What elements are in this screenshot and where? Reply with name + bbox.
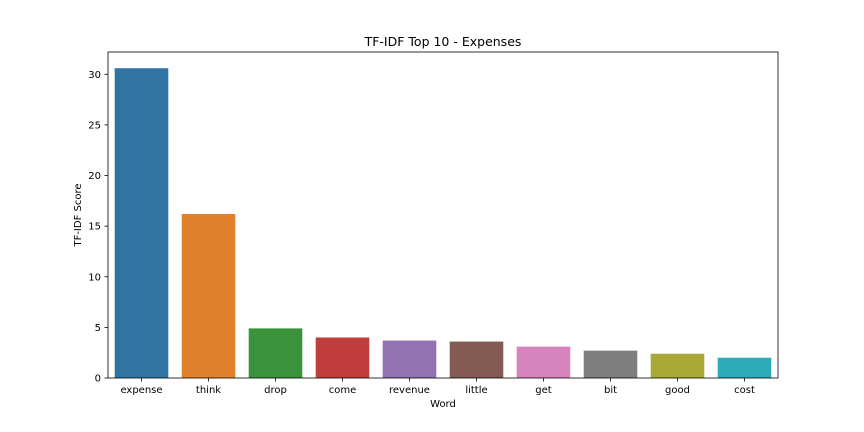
bars-group [114,68,772,378]
x-tick-label: cost [734,385,755,396]
y-axis-ticks: 0 5 10 15 20 25 30 [88,70,108,385]
y-tick-label: 30 [88,70,101,81]
bar-expense [114,68,169,378]
bar-get [516,346,571,378]
x-tick-label: revenue [389,385,430,396]
x-tick-label: drop [264,385,287,396]
y-tick-label: 0 [95,374,101,385]
bar-drop [248,328,303,378]
bar-good [650,353,705,378]
bar-think [181,213,236,378]
x-tick-label: get [535,385,552,396]
bar-little [449,341,504,378]
y-tick-label: 5 [95,323,101,334]
x-tick-label: little [465,385,487,396]
x-axis-label: Word [430,399,456,410]
bar-bit [583,350,638,378]
chart-title: TF-IDF Top 10 - Expenses [364,34,522,49]
y-tick-label: 20 [88,171,101,182]
y-tick-label: 10 [88,272,101,283]
x-tick-label: bit [604,385,617,396]
x-tick-label: expense [120,385,162,396]
x-tick-label: think [196,385,221,396]
bar-revenue [382,340,437,378]
bar-cost [717,357,772,378]
bar-come [315,337,370,378]
y-tick-label: 15 [88,222,101,233]
x-tick-label: good [665,385,690,396]
x-axis-ticks: expense think drop come revenue little get bit g… [120,378,755,396]
x-tick-label: come [329,385,357,396]
plot-frame [107,51,779,379]
y-axis-label: TF-IDF Score [73,183,84,247]
y-tick-label: 25 [88,120,101,131]
